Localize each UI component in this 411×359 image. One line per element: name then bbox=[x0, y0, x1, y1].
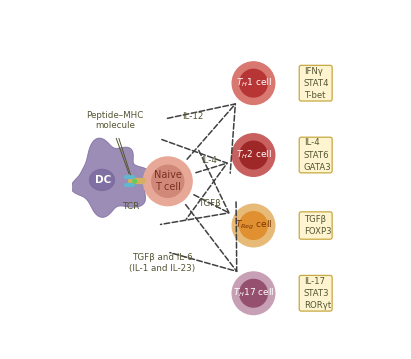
Circle shape bbox=[240, 69, 267, 97]
Circle shape bbox=[232, 62, 275, 104]
FancyBboxPatch shape bbox=[299, 275, 332, 311]
Circle shape bbox=[232, 134, 275, 176]
FancyBboxPatch shape bbox=[299, 137, 332, 173]
Text: IFNγ
STAT4
T-bet: IFNγ STAT4 T-bet bbox=[304, 66, 330, 100]
Text: IL-12: IL-12 bbox=[182, 112, 203, 121]
Text: TCR: TCR bbox=[122, 202, 139, 211]
Text: TGFβ: TGFβ bbox=[198, 199, 221, 208]
Text: IL-17
STAT3
RORγt: IL-17 STAT3 RORγt bbox=[304, 276, 331, 310]
FancyBboxPatch shape bbox=[299, 65, 332, 101]
Text: TGFβ
FOXP3: TGFβ FOXP3 bbox=[304, 215, 331, 236]
Circle shape bbox=[240, 212, 267, 239]
Text: Naive
T cell: Naive T cell bbox=[154, 170, 182, 192]
FancyBboxPatch shape bbox=[299, 212, 332, 239]
Circle shape bbox=[240, 279, 267, 307]
Text: IL-4
STAT6
GATA3: IL-4 STAT6 GATA3 bbox=[304, 138, 332, 172]
Ellipse shape bbox=[90, 169, 114, 190]
Polygon shape bbox=[71, 138, 152, 217]
Text: TGFβ and IL-6
(IL-1 and IL-23): TGFβ and IL-6 (IL-1 and IL-23) bbox=[129, 253, 195, 272]
Circle shape bbox=[143, 157, 192, 206]
Text: $T_{H}$2 cell: $T_{H}$2 cell bbox=[236, 149, 271, 161]
Circle shape bbox=[232, 204, 275, 247]
Text: $T_{Reg}$ cell: $T_{Reg}$ cell bbox=[235, 219, 272, 232]
Text: DC: DC bbox=[95, 175, 111, 185]
Text: Peptide–MHC
molecule: Peptide–MHC molecule bbox=[87, 111, 144, 130]
Circle shape bbox=[133, 180, 136, 183]
Text: $T_{H}$17 cell: $T_{H}$17 cell bbox=[233, 287, 274, 299]
Circle shape bbox=[240, 141, 267, 169]
Circle shape bbox=[232, 272, 275, 314]
Text: $T_{H}$1 cell: $T_{H}$1 cell bbox=[236, 77, 271, 89]
Circle shape bbox=[152, 165, 184, 197]
Text: IL-4: IL-4 bbox=[201, 156, 217, 165]
